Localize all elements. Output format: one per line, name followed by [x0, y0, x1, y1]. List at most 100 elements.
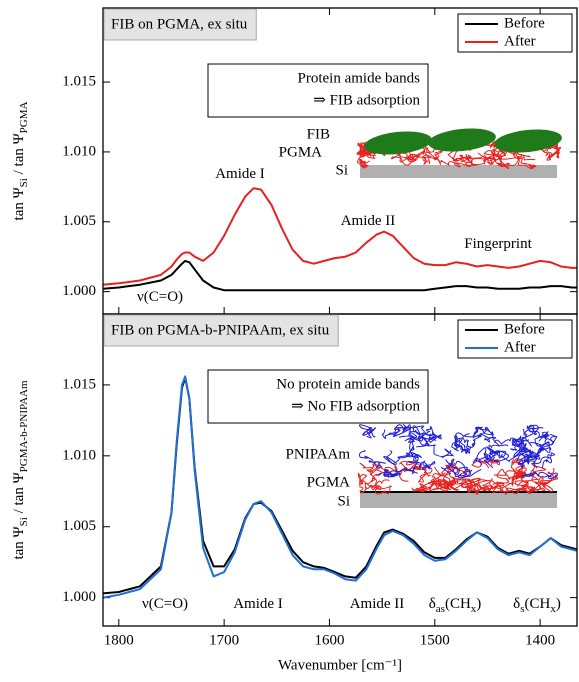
text-part: ) — [476, 596, 481, 612]
polymer-chain — [377, 463, 417, 478]
subscript: x — [550, 603, 556, 615]
text-part: (CH — [445, 596, 471, 612]
panel-title-box — [103, 8, 257, 41]
series-line — [102, 375, 578, 599]
peak-annotation: δas(CHx) — [429, 596, 482, 614]
text-part: ν(C=O) — [137, 289, 183, 305]
panel-title: FIB on PGMA-b-PNIPAAm, ex situ — [111, 322, 330, 338]
polymer-chain — [522, 424, 544, 438]
legend-label: Before — [504, 15, 545, 31]
text-part: / tan Ψ — [11, 132, 27, 178]
polymer-chain — [470, 154, 502, 166]
polymer-chain — [358, 158, 370, 169]
x-tick-label: 1600 — [314, 632, 344, 648]
polymer-chain — [445, 476, 480, 490]
text-part: Amide II — [350, 596, 405, 612]
note-box — [207, 63, 429, 118]
polymer-chain — [359, 424, 376, 439]
protein — [364, 131, 432, 155]
polymer-chain — [391, 149, 415, 166]
schematic-label: PNIPAAm — [286, 446, 351, 462]
polymer-chain — [411, 145, 443, 166]
protein — [428, 128, 496, 152]
polymer-chain — [454, 435, 471, 455]
x-tick-label: 1400 — [525, 632, 555, 648]
schematic-label: Si — [335, 162, 348, 178]
y-tick-label: 1.000 — [62, 283, 96, 299]
polymer-chain — [408, 431, 455, 459]
polymer-chain — [472, 452, 495, 469]
peak-annotation: Fingerprint — [464, 236, 532, 252]
polymer-chain — [454, 478, 479, 494]
schematic-label: Si — [337, 493, 350, 509]
legend-label: After — [504, 33, 536, 49]
subscript: x — [471, 603, 477, 615]
polymer-chain — [491, 146, 531, 160]
subscript: Si — [18, 178, 30, 187]
polymer-chain — [532, 452, 556, 469]
peak-annotation: ν(C=O) — [137, 289, 183, 305]
text-part: δ — [513, 596, 520, 612]
legend-box — [457, 319, 573, 359]
peak-annotation: δs(CHx) — [513, 596, 561, 614]
legend-box — [457, 13, 573, 53]
polymer-chain — [430, 471, 454, 491]
y-tick-label: 1.005 — [62, 518, 96, 534]
polymer-chain — [520, 471, 558, 479]
text-part: δ — [429, 596, 436, 612]
polymer-chain — [499, 485, 536, 495]
note-text: ⇒ No FIB adsorption — [291, 398, 420, 414]
y-axis-label: tan ΨSi / tan ΨPGMA — [11, 101, 29, 220]
polymer-chain — [359, 449, 386, 469]
subscript: PGMA — [18, 101, 30, 133]
text-part: / tan Ψ — [11, 471, 27, 517]
x-tick-label: 1700 — [209, 632, 239, 648]
polymer-chain — [411, 478, 465, 491]
polymer-chain — [494, 433, 558, 447]
polymer-chain — [412, 464, 433, 483]
subscript: as — [436, 603, 445, 615]
polymer-chain — [445, 458, 482, 478]
polymer-chain — [359, 461, 381, 475]
text-part: Amide I — [233, 596, 283, 612]
polymer-chain — [516, 448, 541, 462]
polymer-chain — [357, 472, 368, 494]
note-text: ⇒ FIB adsorption — [313, 92, 420, 108]
peak-annotation: Amide II — [350, 596, 405, 612]
note-text: No protein amide bands — [276, 376, 420, 392]
schematic-label: PGMA — [279, 144, 323, 160]
polymer-chain — [472, 426, 509, 447]
polymer-chain — [510, 441, 528, 458]
y-tick-label: 1.005 — [62, 213, 96, 229]
plot-frame — [102, 313, 578, 627]
polymer-chain — [491, 480, 529, 495]
polymer-chain — [356, 145, 377, 159]
x-axis-label: Wavenumber [cm⁻¹] — [278, 657, 402, 673]
polymer-chain — [381, 424, 411, 440]
polymer-chain — [407, 453, 436, 470]
polymer-chain — [433, 146, 473, 168]
polymer-chain — [479, 468, 520, 492]
y-tick-label: 1.010 — [62, 447, 96, 463]
polymer-chain — [514, 429, 550, 443]
polymer-chain — [512, 152, 537, 170]
polymer-chain — [471, 458, 500, 469]
text-part: ν(C=O) — [142, 596, 188, 612]
schematic-label: FIB — [307, 126, 330, 142]
peak-annotation: ν(C=O) — [142, 596, 188, 612]
series-line — [102, 187, 577, 286]
y-tick-label: 1.015 — [62, 376, 96, 392]
subscript: PGMA-b-PNIPAAm — [18, 380, 30, 472]
polymer-chain — [498, 450, 534, 465]
text-part: Amide II — [341, 213, 396, 229]
protein — [494, 129, 562, 153]
polymer-chain — [517, 464, 554, 493]
polymer-chain — [440, 465, 472, 479]
panel-title: FIB on PGMA, ex situ — [111, 16, 248, 32]
y-axis-label: tan ΨSi / tan ΨPGMA-b-PNIPAAm — [11, 380, 29, 559]
x-tick-label: 1800 — [104, 632, 134, 648]
polymer-chain — [412, 482, 435, 493]
text-part: tan Ψ — [11, 186, 27, 220]
panel-title-box — [103, 314, 339, 347]
